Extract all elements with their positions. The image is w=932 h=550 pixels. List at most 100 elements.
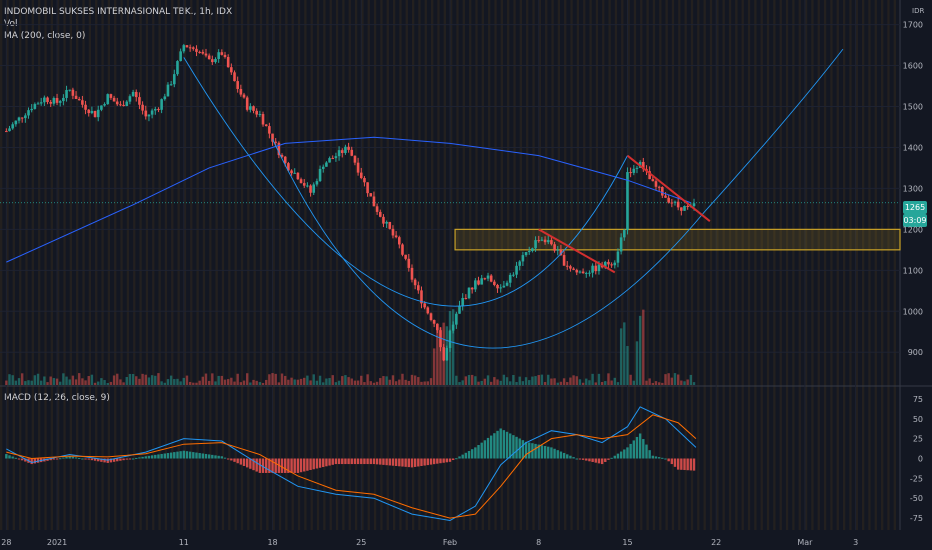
volume-bar [432,348,436,385]
volume-bar [239,382,243,385]
candle-body [150,110,154,115]
session-stripe [697,0,700,530]
session-stripe [557,0,561,530]
volume-bar [610,380,613,385]
session-stripe [792,0,795,530]
volume-bar [559,381,563,385]
session-stripe [139,0,142,530]
candle-body [616,251,620,263]
candle-body [169,84,173,86]
candle-body [499,287,503,289]
macd-histogram-bar [20,458,24,461]
volume-bar [394,381,398,385]
session-stripe [760,0,763,530]
volume-bar [325,378,328,385]
candle-body [410,267,414,280]
macd-histogram-bar [559,451,563,459]
session-stripe [450,0,453,530]
candle-body [87,109,91,114]
countdown-badge: 03:09 [903,214,927,227]
macd-histogram-bar [692,458,696,471]
macd-histogram-bar [261,458,265,473]
candle-body [204,53,208,56]
macd-histogram-bar [445,458,449,463]
candle-body [74,95,78,99]
candle-body [144,110,148,117]
volume-bar [30,380,33,385]
session-stripe [893,0,896,530]
candle-body [657,186,661,188]
volume-bar [534,376,537,385]
volume-bar [217,375,220,385]
volume-bar [556,382,559,385]
volume-bar [131,374,135,385]
volume-bar [626,346,629,385]
candle-body [172,74,176,85]
volume-bar [62,373,65,385]
candle-body [527,251,531,253]
volume-bar [686,379,689,385]
candle-body [385,221,388,224]
volume-bar [255,380,258,385]
macd-histogram-bar [657,457,661,459]
macd-histogram-bar [252,458,255,471]
candle-body [464,297,468,299]
session-stripe [323,0,326,530]
volume-bar [242,380,246,385]
volume-bar [594,382,597,385]
candle-body [125,101,129,107]
volume-bar [521,381,525,385]
candle-body [315,181,319,185]
macd-histogram-bar [318,458,322,468]
price-tick-label: 1200 [903,225,923,234]
session-stripe [31,0,34,530]
candle-body [420,290,423,304]
macd-histogram-bar [550,447,553,459]
macd-histogram-bar [423,458,426,466]
candle-body [635,167,639,169]
volume-bar [467,375,471,385]
macd-histogram-bar [204,453,208,459]
session-stripe [114,0,117,530]
volume-bar [638,315,642,385]
candle-body [306,185,309,187]
macd-histogram-bar [68,456,71,459]
candle-body [325,162,328,167]
candle-body [550,240,553,245]
macd-histogram-bar [360,458,363,465]
time-tick-label: 2021 [47,538,67,547]
macd-histogram-bar [296,458,300,473]
macd-histogram-bar [271,458,274,473]
volume-bar [458,382,461,385]
volume-bar [230,377,233,385]
session-stripe [798,0,801,530]
macd-histogram-bar [442,458,445,463]
candle-body [220,52,224,55]
macd-histogram-bar [626,447,629,459]
candle-body [337,150,341,157]
volume-bar [448,310,452,385]
session-stripe [278,0,282,530]
session-stripe [120,0,123,530]
session-stripe [25,0,28,530]
macd-histogram-bar [547,446,550,459]
volume-bar [540,374,544,385]
session-stripe [95,0,98,530]
macd-histogram-bar [59,458,62,460]
macd-histogram-bar [62,457,65,459]
volume-bar [173,379,176,385]
candle-body [629,172,632,174]
volume-bar [493,377,496,385]
macd-histogram-bar [458,456,461,459]
macd-histogram-bar [207,454,211,459]
volume-bar [128,373,132,385]
time-tick-label: 3 [853,538,858,547]
session-stripe [627,0,630,530]
session-stripe [836,0,839,530]
candle-body [426,307,430,314]
price-tick-label: 1300 [903,184,923,193]
volume-bar [562,378,566,385]
session-stripe [126,0,130,530]
session-stripe [259,0,263,530]
